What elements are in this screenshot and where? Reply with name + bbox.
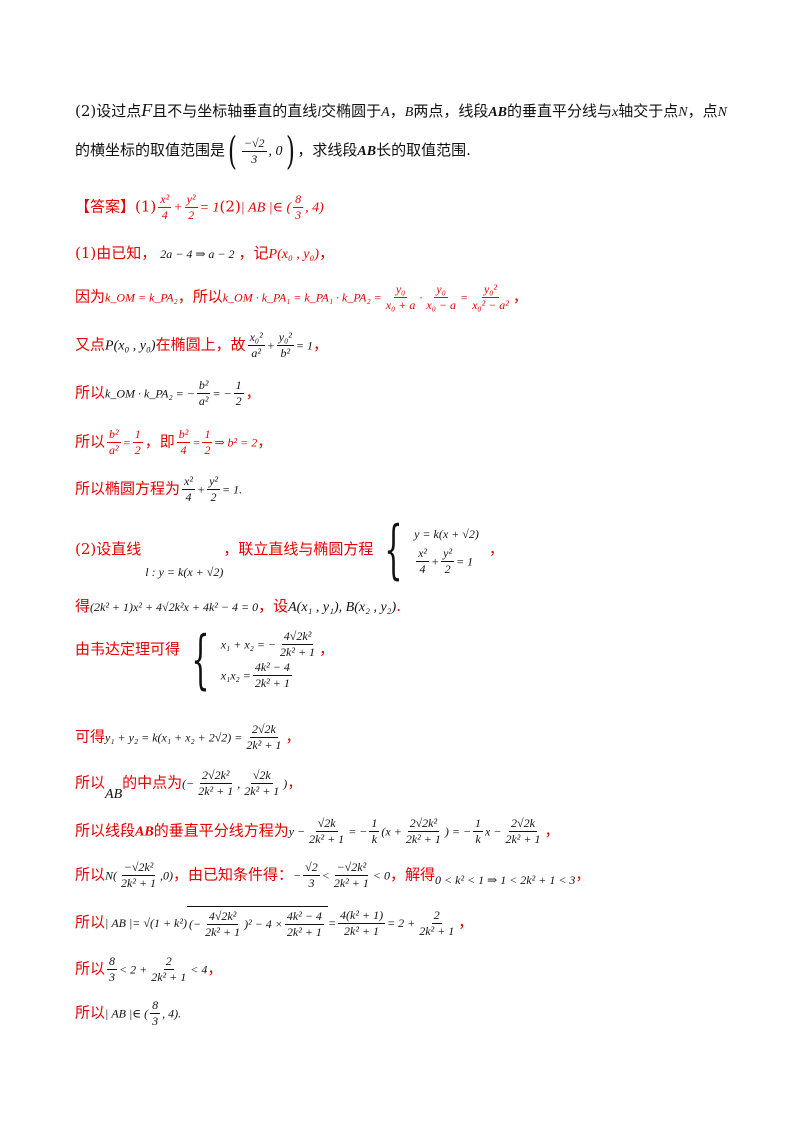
system-of-equations: y = k(x + √2) x² 4 + y² 2 = 1 [414, 527, 479, 576]
line-l-equation: l : y = k(x + √2) [145, 565, 224, 579]
solution-line-12: 所以线段AB的垂直平分线方程为y − √2k 2k² + 1 = −1 k (x +2√2… [75, 816, 560, 846]
solution-line-2: 因为k_OM = k_PA₂，所以k_OM · k_PA₁ = k_PA₁ · … [75, 282, 528, 312]
solution-line-7: (2)设直线l : y = k(x + √2)，联立直线与椭圆方程{y = k(… [75, 513, 504, 587]
solution-line-4: 所以k_OM · k_PA₂ = − b² a² = −1 2， [75, 378, 261, 408]
solution-line-9: 由韦达定理可得{x₁ + x₂ = −4√2k² 2k² + 1 x₁x₂ = 4k²… [75, 623, 335, 697]
solution-line-16: 所以| AB |∈ (8 3, 4). [75, 998, 182, 1028]
range-fraction: −√2 3 [241, 135, 267, 166]
answer-line: 【答案】(1) x² 4 + y² 2 = 1(2)| AB |∈ (8 3, 4) [75, 192, 324, 222]
problem-line-2: 的横坐标的取值范围是(−√2 3, 0) ，求线段AB长的取值范围. [75, 129, 471, 173]
solution-line-8: 得(2k² + 1)x² + 4√2k²x + 4k² − 4 = 0，设A(x… [75, 597, 401, 615]
solution-line-11: 所以AB的中点为(− 2√2k² 2k² + 1, √2k 2k² + 1)， [75, 768, 303, 802]
solution-line-15: 所以 8 3 < 2 +2 2k² + 1 < 4， [75, 954, 223, 984]
answer-label: 【答案】 [75, 197, 136, 216]
solution-line-14: 所以| AB |= √(1 + k²) (− 4√2k² 2k² + 1)² − 4 … [75, 906, 474, 940]
vieta-system: x₁ + x₂ = −4√2k² 2k² + 1 x₁x₂ = 4k² − 4 2k² … [220, 629, 316, 690]
problem-line-1: (2)设过点F且不与坐标轴垂直的直线l交椭圆于A，B两点，线段AB的垂直平分线与… [75, 100, 727, 120]
solution-line-5: 所以 b² a² = 1 2 ，即 b² 4 = 1 2 ⇒ b² = 2， [75, 427, 273, 457]
solution-line-10: 可得y₁ + y₂ = k(x₁ + x₂ + 2√2) = 2√2k 2k² + … [75, 722, 301, 752]
solution-line-13: 所以N(−√2k² 2k² + 1,0)，由已知条件得：− √2 3 < −√2k² 2k²… [75, 860, 591, 890]
point-f: F [141, 100, 153, 120]
solution-line-3: 又点P(x₀ , y₀)在椭圆上，故 x₀² a² + y₀² b² = 1， [75, 330, 329, 360]
solution-line-1: (1)由已知， 2a − 4 ⇒ a − 2 ，记P(x₀ , y₀)， [75, 244, 335, 262]
solution-line-6: 所以椭圆方程为 x² 4 + y² 2 = 1. [75, 474, 243, 504]
sqrt-expression: (− 4√2k² 2k² + 1)² − 4 × 4k² − 4 2k² + 1 [186, 906, 328, 940]
